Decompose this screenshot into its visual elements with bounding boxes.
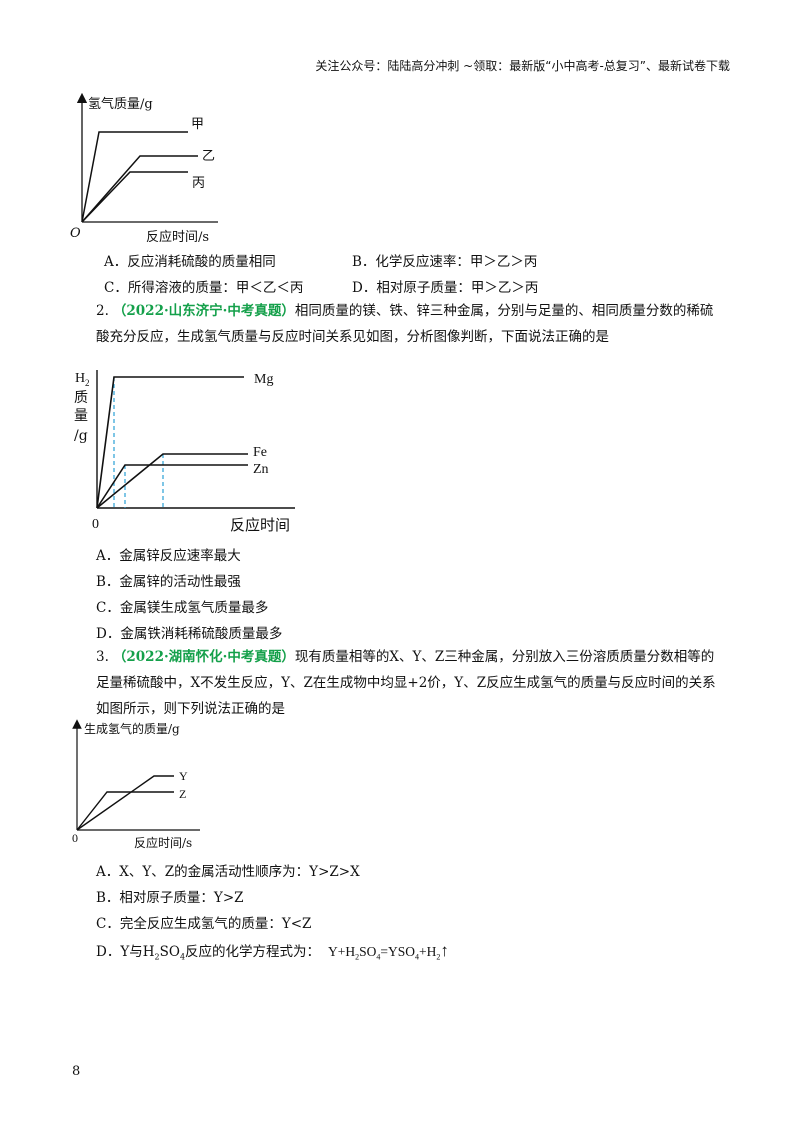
q2-xlabel: 反应时间	[230, 516, 290, 534]
q2-line-fe	[96, 453, 248, 509]
q2-ylabel-zhi: 质	[74, 390, 88, 406]
q1-label-bing: 丙	[192, 176, 205, 191]
q2-ylabel-h: H	[75, 371, 85, 386]
q3-option-d: D．Y与H2SO4反应的化学方程式为： Y+H2SO4=YSO4+H2↑	[96, 941, 449, 962]
q2-source: （2022·山东济宁·中考真题）	[112, 303, 295, 319]
q2-stem: 2. （2022·山东济宁·中考真题）相同质量的镁、铁、锌三种金属，分别与足量的、…	[96, 298, 716, 350]
q2-line-zn	[96, 464, 248, 509]
q3-number: 3.	[96, 649, 109, 665]
page-header: 关注公众号：陆陆高分冲刺 ~领取：最新版“小中高考-总复习”、最新试卷下载	[315, 59, 730, 73]
q3-label-z: Z	[179, 787, 186, 801]
q2-number: 2.	[96, 303, 109, 319]
q1-chart: 氢气质量/g O 反应时间/s 甲 乙 丙	[70, 92, 218, 242]
q2-option-c: C．金属镁生成氢气质量最多	[96, 600, 269, 616]
q2-chart: H 2 质 量 /g 0 反应时间 Mg Fe Zn	[74, 370, 295, 534]
q3-option-c: C．完全反应生成氢气的质量：Y<Z	[96, 916, 312, 932]
q2-ylabel-sub: 2	[85, 378, 90, 388]
q1-label-yi: 乙	[202, 149, 215, 164]
q1-label-jia: 甲	[191, 117, 204, 132]
q1-line-jia	[81, 131, 188, 223]
q2-label-zn: Zn	[253, 462, 269, 477]
q1-line-bing	[81, 171, 188, 223]
q3-option-a: A．X、Y、Z的金属活动性顺序为：Y>Z>X	[96, 864, 360, 880]
q2-label-mg: Mg	[254, 372, 273, 387]
q3-stem: 3. （2022·湖南怀化·中考真题）现有质量相等的X、Y、Z三种金属，分别放入三…	[96, 644, 716, 722]
q2-text: 相同质量的镁、铁、锌三种金属，分别与足量的、相同质量分数的稀硫酸充分反应，生成氢…	[96, 303, 714, 345]
q3-line-y	[76, 775, 174, 831]
q3-option-b: B．相对原子质量：Y>Z	[96, 890, 244, 906]
q1-xlabel: 反应时间/s	[146, 229, 209, 242]
q2-line-mg	[96, 376, 244, 509]
q1-ylabel: 氢气质量/g	[88, 96, 153, 112]
q2-label-fe: Fe	[253, 445, 267, 460]
q3-line-z	[76, 791, 174, 831]
q3-source: （2022·湖南怀化·中考真题）	[112, 649, 295, 665]
q3-equation: Y+H2SO4=YSO4+H2↑	[328, 941, 449, 962]
q3-origin: 0	[72, 831, 78, 845]
q2-ylabel-unit: /g	[74, 428, 88, 444]
q1-origin: O	[70, 226, 81, 241]
page-number: 8	[72, 1064, 81, 1079]
q2-option-b: B．金属锌的活动性最强	[96, 574, 241, 590]
q3-ylabel: 生成氢气的质量/g	[84, 721, 180, 736]
q1-option-a: A．反应消耗硫酸的质量相同	[104, 254, 276, 270]
q3-xlabel: 反应时间/s	[134, 835, 192, 850]
q3-label-y: Y	[179, 769, 188, 783]
q1-option-d: D．相对原子质量：甲＞乙＞丙	[352, 280, 539, 296]
q3-chart: 生成氢气的质量/g 0 反应时间/s Y Z	[72, 719, 200, 850]
q2-origin: 0	[92, 517, 99, 532]
q1-option-b: B．化学反应速率：甲＞乙＞丙	[352, 254, 538, 270]
q2-option-a: A．金属锌反应速率最大	[96, 548, 241, 564]
q3-text: 现有质量相等的X、Y、Z三种金属，分别放入三份溶质质量分数相等的足量稀硫酸中，X…	[96, 649, 716, 717]
q2-ylabel-liang: 量	[74, 408, 88, 424]
q1-line-yi	[81, 155, 198, 223]
q1-option-c: C．所得溶液的质量：甲＜乙＜丙	[104, 280, 304, 296]
q2-option-d: D．金属铁消耗稀硫酸质量最多	[96, 626, 283, 642]
